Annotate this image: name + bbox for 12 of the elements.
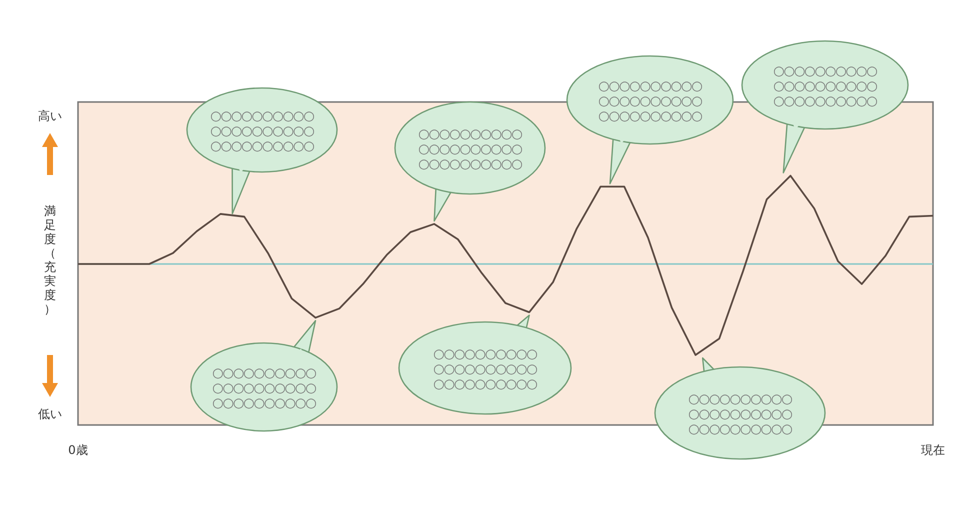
text: ○○○○○○○○○○ ○○○○○○○○○○ ○○○○○○○○○○ bbox=[210, 109, 314, 154]
x-tick-label: 現在 bbox=[921, 443, 945, 457]
text: 高い bbox=[38, 109, 62, 123]
annotation: ○○○○○○○○○○ ○○○○○○○○○○ ○○○○○○○○○○ bbox=[433, 347, 538, 392]
text: ○○○○○○○○○○ ○○○○○○○○○○ ○○○○○○○○○○ bbox=[688, 392, 792, 437]
text: ○○○○○○○○○○ ○○○○○○○○○○ ○○○○○○○○○○ bbox=[212, 366, 316, 411]
text: ○○○○○○○○○○ ○○○○○○○○○○ ○○○○○○○○○○ bbox=[418, 127, 522, 172]
text: ○○○○○○○○○○ ○○○○○○○○○○ ○○○○○○○○○○ bbox=[773, 64, 878, 109]
x-tick-label: 0歳 bbox=[68, 443, 88, 457]
text: ○○○○○○○○○○ ○○○○○○○○○○ ○○○○○○○○○○ bbox=[598, 79, 702, 124]
text: 低い bbox=[38, 407, 62, 421]
y-axis-title: 満足度（充実度） bbox=[44, 204, 56, 316]
